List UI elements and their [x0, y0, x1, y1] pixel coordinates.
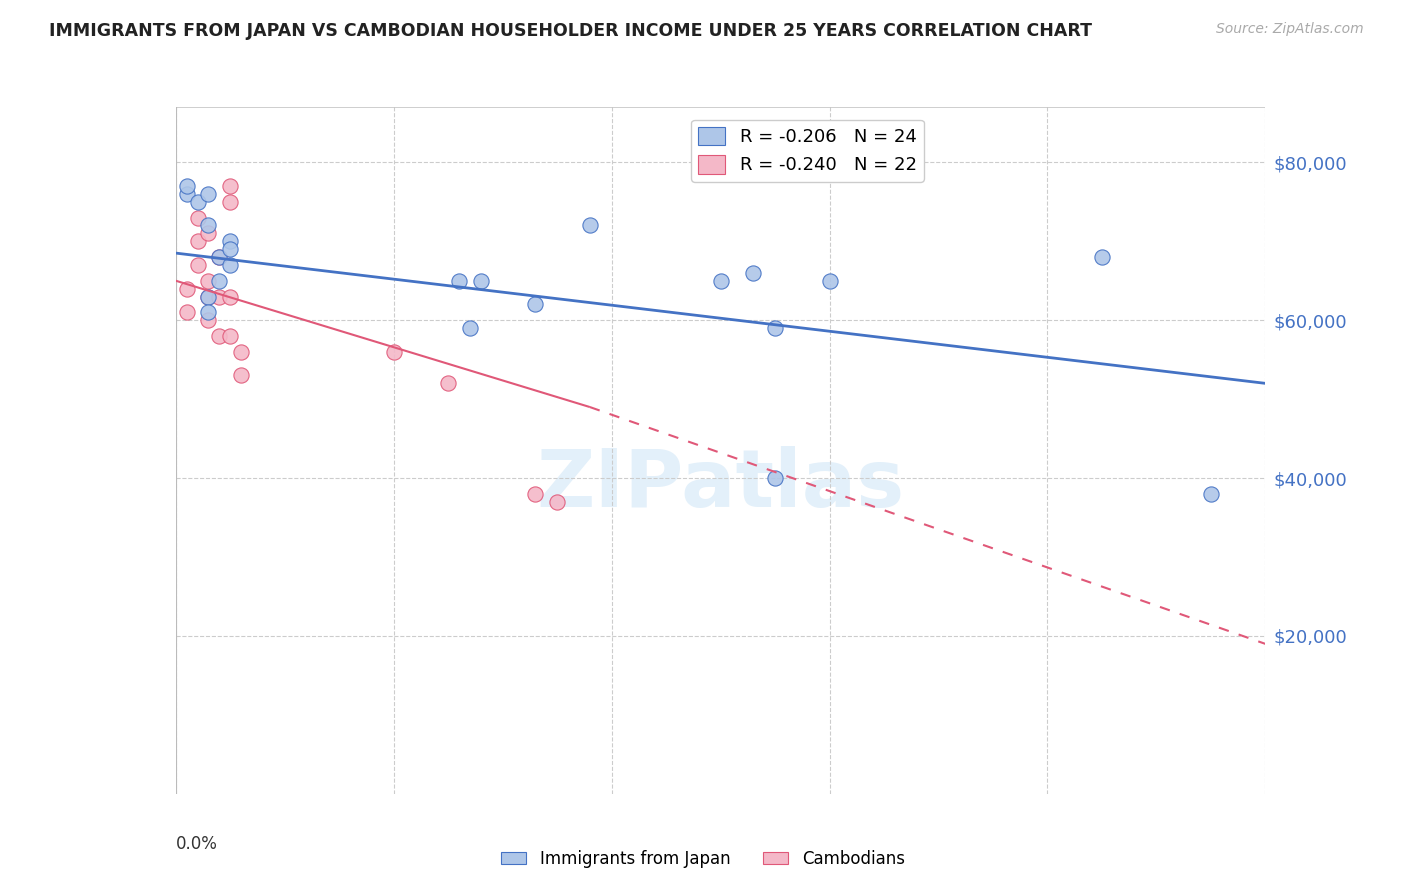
Point: [579, 219, 602, 233]
Point: [470, 274, 492, 288]
Point: [176, 186, 198, 201]
Text: Source: ZipAtlas.com: Source: ZipAtlas.com: [1216, 22, 1364, 37]
Text: ZIPatlas: ZIPatlas: [537, 446, 904, 524]
Legend: R = -0.206   N = 24, R = -0.240   N = 22: R = -0.206 N = 24, R = -0.240 N = 22: [692, 120, 924, 182]
Point: [710, 274, 733, 288]
Point: [186, 194, 209, 209]
Point: [176, 179, 198, 194]
Point: [231, 344, 253, 359]
Point: [219, 258, 242, 272]
Point: [208, 250, 231, 264]
Point: [763, 471, 786, 485]
Point: [197, 219, 219, 233]
Point: [524, 297, 547, 311]
Point: [208, 250, 231, 264]
Point: [197, 289, 219, 303]
Point: [208, 274, 231, 288]
Point: [219, 329, 242, 343]
Point: [524, 487, 547, 501]
Point: [208, 289, 231, 303]
Point: [219, 194, 242, 209]
Point: [546, 495, 568, 509]
Point: [1091, 250, 1114, 264]
Point: [1199, 487, 1222, 501]
Point: [186, 211, 209, 225]
Point: [197, 186, 219, 201]
Point: [186, 258, 209, 272]
Point: [447, 274, 470, 288]
Point: [818, 274, 841, 288]
Point: [742, 266, 765, 280]
Point: [231, 368, 253, 383]
Point: [219, 234, 242, 248]
Point: [197, 305, 219, 319]
Point: [197, 227, 219, 241]
Point: [197, 289, 219, 303]
Point: [176, 282, 198, 296]
Text: 0.0%: 0.0%: [176, 835, 218, 853]
Point: [176, 305, 198, 319]
Legend: Immigrants from Japan, Cambodians: Immigrants from Japan, Cambodians: [495, 844, 911, 875]
Point: [186, 234, 209, 248]
Point: [197, 313, 219, 327]
Point: [437, 376, 460, 391]
Point: [219, 179, 242, 194]
Text: IMMIGRANTS FROM JAPAN VS CAMBODIAN HOUSEHOLDER INCOME UNDER 25 YEARS CORRELATION: IMMIGRANTS FROM JAPAN VS CAMBODIAN HOUSE…: [49, 22, 1092, 40]
Point: [382, 344, 405, 359]
Point: [208, 329, 231, 343]
Point: [763, 321, 786, 335]
Point: [219, 289, 242, 303]
Point: [458, 321, 481, 335]
Point: [219, 242, 242, 256]
Point: [197, 274, 219, 288]
